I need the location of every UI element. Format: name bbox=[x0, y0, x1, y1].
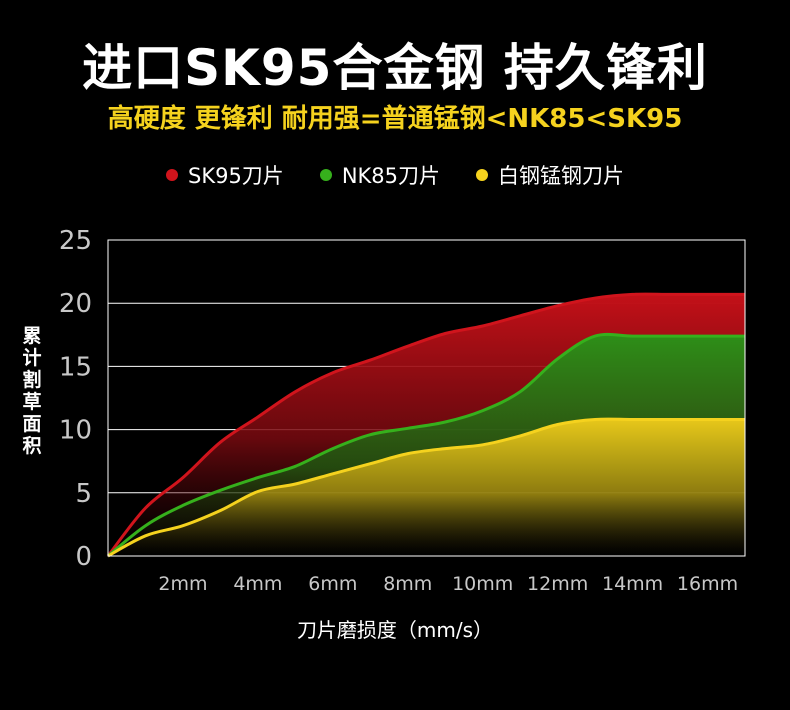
x-tick-label-4mm: 4mm bbox=[233, 573, 282, 595]
y-axis-label: 累计割草面积 bbox=[22, 325, 42, 457]
y-tick-label-25: 25 bbox=[59, 226, 92, 256]
y-tick-label-5: 5 bbox=[75, 479, 92, 509]
x-tick-label-2mm: 2mm bbox=[158, 573, 207, 595]
chart-lines bbox=[106, 292, 745, 558]
x-axis-ticks: 2mm 4mm 6mm 8mm 10mm 12mm 14mm 16mm bbox=[158, 573, 738, 595]
x-axis-label: 刀片磨损度（mm/s） bbox=[296, 618, 494, 642]
x-tick-label-10mm: 10mm bbox=[452, 573, 513, 595]
y-tick-label-15: 15 bbox=[59, 352, 92, 382]
x-tick-label-16mm: 16mm bbox=[677, 573, 738, 595]
legend-label-steel: 白钢锰钢刀片 bbox=[498, 164, 625, 188]
y-tick-label-0: 0 bbox=[75, 542, 92, 572]
series-line-nk85 bbox=[107, 332, 745, 558]
x-tick-label-14mm: 14mm bbox=[602, 573, 663, 595]
x-tick-label-6mm: 6mm bbox=[308, 573, 357, 595]
series-area-steel bbox=[108, 419, 745, 556]
page-subtitle: 高硬度 更锋利 耐用强=普通锰钢<NK85<SK95 bbox=[107, 104, 683, 134]
y-tick-label-20: 20 bbox=[59, 289, 92, 319]
y-axis-ticks: 0 5 10 15 20 25 bbox=[59, 226, 92, 572]
y-tick-label-10: 10 bbox=[59, 416, 92, 446]
series-line-sk95 bbox=[106, 292, 745, 557]
legend-item-sk95: SK95刀片 bbox=[165, 160, 284, 190]
legend-item-steel: 白钢锰钢刀片 bbox=[476, 160, 624, 190]
legend-dot-sk95-icon bbox=[165, 169, 178, 181]
legend-dot-nk85-icon bbox=[319, 169, 332, 181]
legend-item-nk85: NK85刀片 bbox=[319, 160, 441, 190]
plot-frame bbox=[107, 239, 746, 557]
series-line-steel bbox=[107, 417, 745, 558]
chart-legend: SK95刀片 NK85刀片 白钢锰钢刀片 bbox=[0, 160, 790, 190]
page-title: 进口SK95合金钢 持久锋利 bbox=[82, 39, 708, 97]
legend-label-sk95: SK95刀片 bbox=[187, 164, 284, 188]
x-tick-label-8mm: 8mm bbox=[383, 573, 432, 595]
x-tick-label-12mm: 12mm bbox=[527, 573, 588, 595]
legend-label-nk85: NK85刀片 bbox=[341, 164, 441, 188]
legend-dot-steel-icon bbox=[476, 169, 489, 181]
